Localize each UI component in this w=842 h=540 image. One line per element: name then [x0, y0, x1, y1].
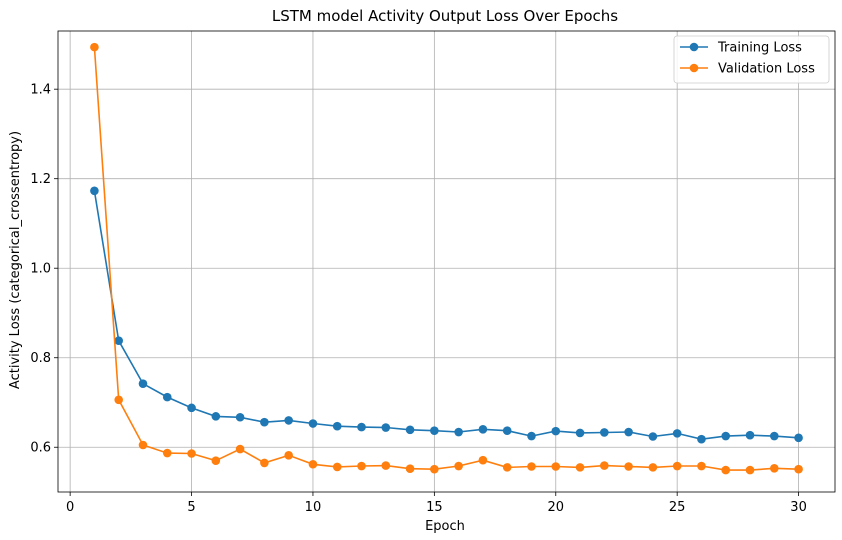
legend-marker	[689, 63, 699, 73]
data-point	[600, 461, 609, 470]
data-point	[381, 461, 391, 470]
data-point	[551, 462, 561, 471]
data-point	[211, 412, 221, 421]
data-point	[575, 428, 585, 438]
series-0	[90, 186, 803, 444]
legend: Training Loss Validation Loss	[673, 35, 830, 84]
data-point	[114, 395, 124, 405]
data-point	[769, 463, 779, 473]
x-tick-label: 0	[66, 500, 74, 515]
data-point	[138, 379, 148, 388]
data-point	[162, 448, 172, 458]
data-point	[405, 464, 415, 474]
data-point	[502, 463, 512, 472]
data-point	[211, 456, 221, 465]
data-point	[430, 426, 439, 435]
data-point	[697, 461, 706, 471]
data-point	[235, 444, 245, 454]
y-tick-label: 1.4	[30, 83, 51, 98]
data-point	[90, 186, 99, 196]
data-point	[357, 422, 366, 432]
data-point	[745, 465, 755, 475]
data-point	[478, 425, 488, 434]
data-point	[769, 431, 779, 441]
data-point	[260, 417, 269, 427]
data-point	[624, 462, 633, 471]
data-point	[381, 423, 391, 432]
y-tick-label: 0.8	[30, 351, 51, 366]
series-1	[90, 42, 803, 475]
y-tick-label: 0.6	[30, 441, 51, 456]
data-point	[162, 392, 172, 402]
data-point	[575, 463, 585, 472]
data-point	[90, 42, 99, 52]
data-point	[697, 434, 706, 444]
data-point	[672, 461, 682, 471]
x-tick-label: 10	[305, 500, 322, 515]
series-layer	[90, 42, 803, 475]
x-axis-ticks: 0 5 10 15 20 25 30	[66, 492, 807, 515]
data-point	[405, 425, 415, 435]
plot-frame	[57, 30, 836, 493]
series-line	[93, 190, 799, 441]
x-tick-label: 30	[790, 500, 807, 515]
data-point	[454, 461, 463, 471]
x-tick-label: 5	[187, 500, 195, 515]
data-point	[527, 462, 536, 471]
data-point	[332, 462, 342, 472]
x-axis-label: Epoch	[425, 519, 465, 534]
data-point	[187, 449, 196, 458]
data-point	[284, 416, 293, 425]
data-point	[794, 433, 803, 443]
data-point	[551, 426, 561, 436]
data-point	[357, 461, 366, 471]
data-point	[648, 463, 658, 472]
data-point	[430, 464, 439, 474]
y-tick-label: 1.0	[30, 262, 51, 277]
data-point	[624, 427, 633, 437]
legend-label: Training Loss	[717, 41, 802, 56]
y-axis-ticks: 0.6 0.8 1.0 1.2 1.4	[30, 83, 58, 456]
legend-marker	[689, 42, 699, 52]
legend-label: Validation Loss	[718, 62, 815, 77]
data-point	[308, 459, 318, 469]
data-point	[454, 427, 463, 437]
data-point	[527, 431, 536, 441]
x-tick-label: 15	[426, 500, 443, 515]
data-point	[114, 336, 124, 346]
data-point	[332, 421, 342, 431]
series-line	[93, 47, 799, 471]
data-point	[721, 465, 731, 475]
x-tick-label: 25	[669, 500, 686, 515]
data-point	[260, 458, 269, 468]
legend-box	[673, 35, 830, 84]
y-tick-label: 1.2	[30, 172, 51, 187]
data-point	[235, 412, 245, 422]
data-point	[721, 431, 731, 441]
data-point	[478, 455, 488, 465]
x-tick-label: 20	[547, 500, 564, 515]
data-point	[648, 432, 658, 441]
grid-lines	[58, 31, 835, 492]
data-point	[672, 429, 682, 438]
data-point	[138, 440, 148, 450]
data-point	[187, 403, 196, 413]
data-point	[502, 426, 512, 435]
data-point	[745, 430, 755, 440]
data-point	[794, 464, 803, 474]
data-point	[600, 428, 609, 437]
data-point	[308, 419, 318, 428]
chart-title: LSTM model Activity Output Loss Over Epo…	[272, 7, 618, 25]
y-axis-label: Activity Loss (categorical_crossentropy)	[8, 131, 23, 389]
data-point	[284, 450, 293, 460]
